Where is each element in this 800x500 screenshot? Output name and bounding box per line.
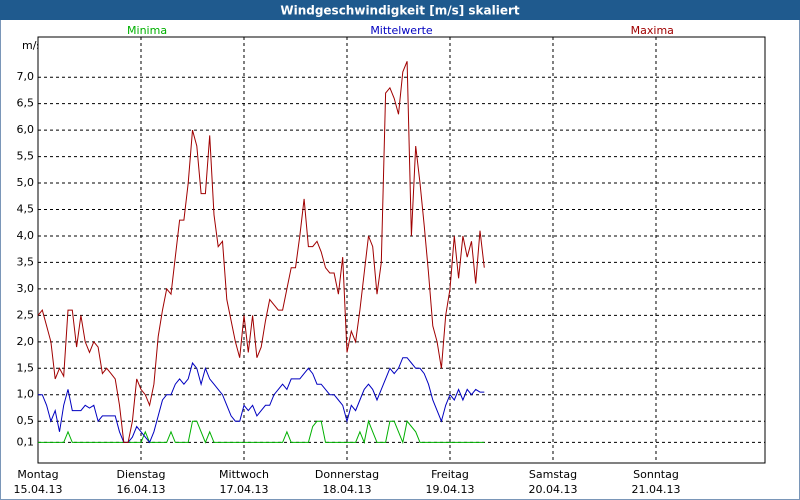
legend-entry: Minima bbox=[127, 24, 167, 37]
x-tick-label: Samstag bbox=[529, 468, 577, 481]
title-bar bbox=[0, 0, 800, 20]
y-tick-label: 1,0 bbox=[17, 388, 35, 401]
x-tick-date: 16.04.13 bbox=[117, 483, 166, 496]
y-tick-label: 7,0 bbox=[17, 70, 35, 83]
y-tick-label: 2,0 bbox=[17, 335, 35, 348]
series-line bbox=[37, 61, 485, 443]
y-tick-label: 2,5 bbox=[17, 308, 35, 321]
y-tick-label: 0,1 bbox=[17, 435, 35, 448]
y-tick-label: 3,0 bbox=[17, 282, 35, 295]
x-tick-date: 15.04.13 bbox=[14, 483, 63, 496]
x-tick-label: Donnerstag bbox=[315, 468, 379, 481]
y-tick-label: 1,5 bbox=[17, 361, 35, 374]
x-tick-label: Mittwoch bbox=[219, 468, 269, 481]
x-tick-label: Dienstag bbox=[116, 468, 165, 481]
y-tick-label: 5,5 bbox=[17, 150, 35, 163]
y-tick-label: 5,0 bbox=[17, 176, 35, 189]
chart-title: Windgeschwindigkeit [m/s] skaliert bbox=[280, 4, 520, 18]
plot-area bbox=[37, 36, 766, 464]
series-line bbox=[38, 419, 485, 445]
x-tick-date: 17.04.13 bbox=[220, 483, 269, 496]
x-tick-label: Montag bbox=[17, 468, 58, 481]
y-tick-label: 4,5 bbox=[17, 203, 35, 216]
x-tick-date: 19.04.13 bbox=[426, 483, 475, 496]
x-tick-label: Freitag bbox=[431, 468, 469, 481]
series-line bbox=[38, 357, 485, 444]
y-tick-label: 4,0 bbox=[17, 229, 35, 242]
x-tick-date: 18.04.13 bbox=[323, 483, 372, 496]
y-tick-label: 6,5 bbox=[17, 97, 35, 110]
legend-entry: Maxima bbox=[631, 24, 674, 37]
x-tick-label: Sonntag bbox=[633, 468, 679, 481]
x-tick-date: 20.04.13 bbox=[529, 483, 578, 496]
y-tick-label: 0,5 bbox=[17, 414, 35, 427]
y-axis-unit: m/s bbox=[22, 39, 42, 52]
y-tick-label: 3,5 bbox=[17, 255, 35, 268]
y-tick-label: 6,0 bbox=[17, 123, 35, 136]
legend-entry: Mittelwerte bbox=[370, 24, 433, 37]
x-tick-date: 21.04.13 bbox=[632, 483, 681, 496]
